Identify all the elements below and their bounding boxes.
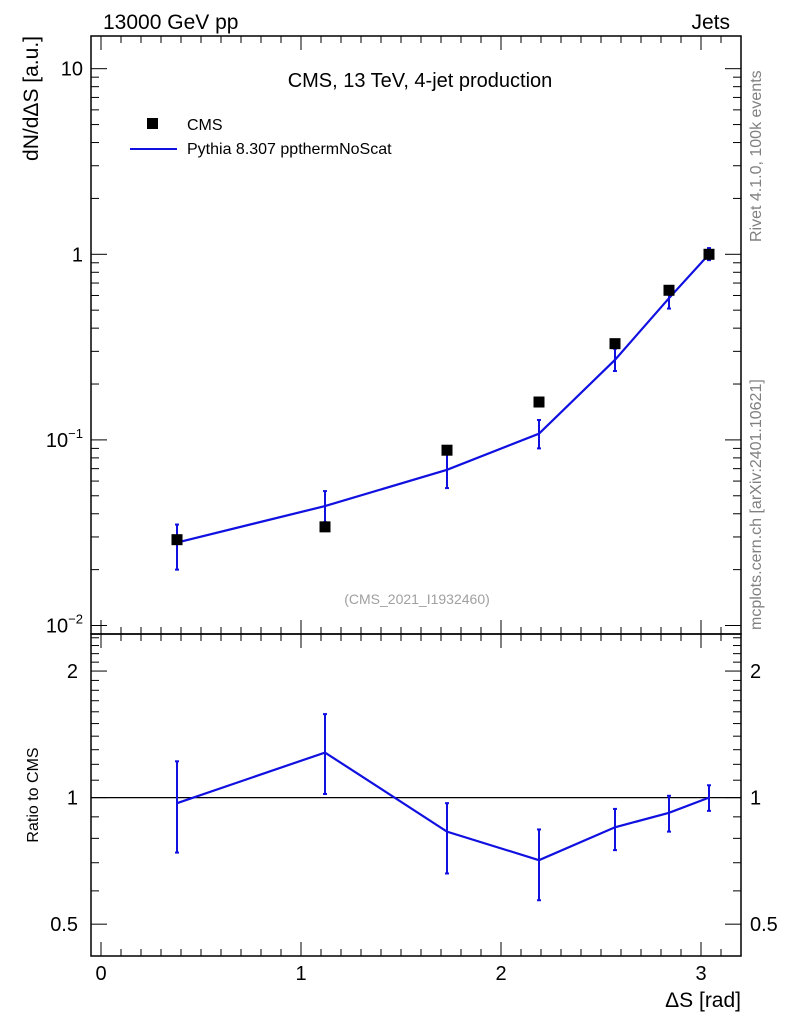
- pythia-line: [176, 253, 710, 544]
- x-tick-label: 0: [95, 963, 106, 985]
- main-y-tick-label: 10: [61, 59, 83, 81]
- x-axis-label: ΔS [rad]: [665, 989, 741, 1012]
- ratio-y-tick-label-right: 0.5: [750, 914, 778, 936]
- ratio-axis-ticks: 0.5 0.5 1 1 2 2: [50, 637, 778, 936]
- ratio-y-tick-label: 1: [67, 788, 78, 810]
- cms-data-point: [171, 534, 183, 546]
- ratio-y-tick-label: 2: [67, 661, 78, 683]
- x-tick-label: 3: [695, 963, 706, 985]
- x-tick-label: 2: [495, 963, 506, 985]
- main-plot-series: [171, 247, 715, 571]
- ratio-y-tick-label-right: 2: [750, 661, 761, 683]
- cms-data-point: [663, 284, 675, 296]
- header-category-label: Jets: [691, 11, 730, 34]
- ratio-plot-series: [175, 713, 711, 902]
- ratio-y-tick-label-right: 1: [750, 788, 761, 810]
- legend-pythia-label: Pythia 8.307 ppthermNoScat: [187, 141, 392, 158]
- cms-data-point: [703, 248, 715, 260]
- ratio-line: [176, 751, 710, 862]
- main-y-tick-label: 10−2: [46, 612, 83, 638]
- legend-cms-marker: [147, 118, 158, 129]
- ratio-y-axis-label: Ratio to CMS: [25, 747, 42, 842]
- ratio-y-tick-label: 0.5: [50, 914, 78, 936]
- cms-data-point: [441, 444, 453, 456]
- x-axis-ticks: 0 1 2 3: [95, 36, 722, 985]
- mcplots-source-label: mcplots.cern.ch [arXiv:2401.10621]: [748, 379, 765, 630]
- main-y-axis-label: dN/dΔS [a.u.]: [20, 36, 43, 161]
- main-chart-title: CMS, 13 TeV, 4-jet production: [288, 70, 553, 92]
- legend-cms-label: CMS: [187, 117, 223, 134]
- rivet-version-label: Rivet 4.1.0, 100k events: [748, 70, 765, 242]
- x-tick-label: 1: [295, 963, 306, 985]
- main-y-tick-label: 1: [72, 244, 83, 266]
- main-axis-ticks: 10−2 10−1 1 10: [46, 59, 741, 638]
- header-beam-label: 13000 GeV pp: [103, 11, 238, 34]
- analysis-watermark: (CMS_2021_I1932460): [344, 591, 490, 607]
- ratio-plot-frame: [90, 633, 742, 957]
- cms-data-point: [609, 338, 621, 350]
- cms-data-point: [533, 396, 545, 408]
- main-y-tick-label: 10−1: [46, 426, 83, 452]
- cms-data-point: [319, 521, 331, 533]
